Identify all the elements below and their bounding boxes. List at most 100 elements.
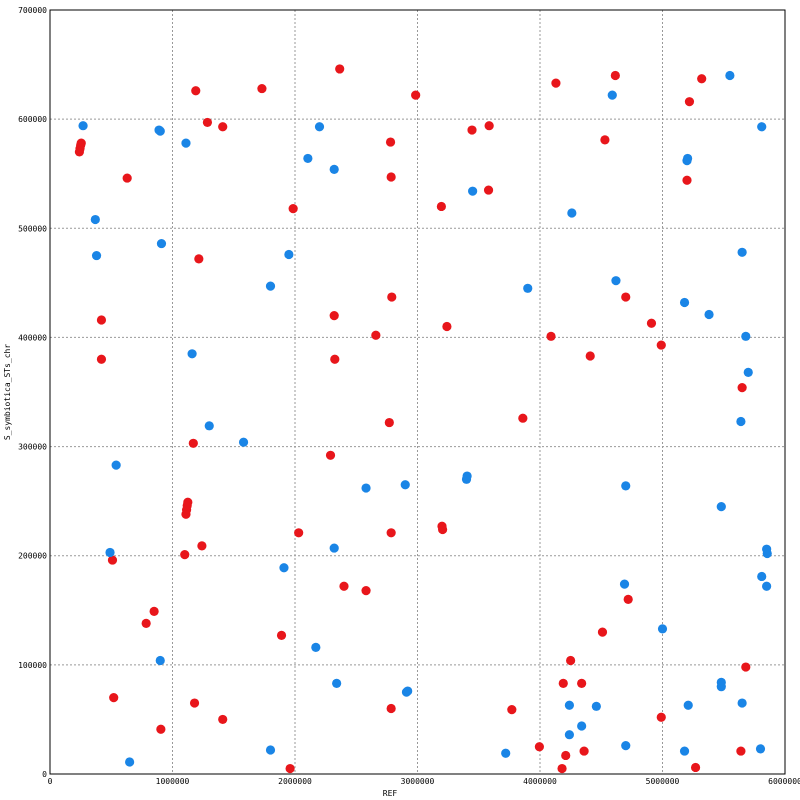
data-point	[646, 318, 657, 328]
data-point	[484, 121, 494, 131]
data-point	[311, 642, 321, 652]
y-tick-label: 300000	[18, 443, 47, 452]
data-point	[411, 90, 421, 100]
data-point	[551, 78, 561, 88]
data-point	[371, 330, 381, 340]
data-point	[109, 693, 119, 703]
data-point	[188, 438, 198, 448]
data-point	[218, 714, 228, 725]
data-point	[204, 421, 214, 431]
data-point	[518, 413, 528, 423]
x-axis-label: REF	[383, 789, 398, 798]
data-point	[741, 662, 751, 672]
data-point	[468, 186, 478, 196]
data-point	[564, 730, 575, 740]
data-point	[462, 471, 472, 481]
data-point	[757, 122, 767, 132]
data-point	[125, 757, 135, 767]
data-point	[657, 624, 668, 634]
data-point	[386, 703, 396, 714]
data-point	[577, 721, 587, 731]
data-point	[329, 543, 339, 553]
data-point	[329, 311, 339, 321]
data-point	[314, 122, 325, 132]
data-point	[187, 349, 197, 359]
data-point	[737, 383, 747, 393]
data-point	[385, 137, 396, 147]
data-point	[591, 701, 601, 711]
data-point	[741, 331, 751, 341]
data-point	[442, 321, 452, 332]
data-point	[611, 276, 621, 286]
data-point	[737, 698, 747, 708]
data-point	[467, 125, 477, 135]
data-point	[105, 547, 115, 558]
data-point	[361, 483, 371, 493]
data-point	[597, 627, 608, 637]
data-point	[743, 367, 753, 377]
data-point	[387, 292, 397, 302]
data-point	[567, 208, 577, 218]
x-tick-label: 6000000	[768, 777, 800, 786]
data-point	[566, 655, 576, 666]
data-point	[156, 238, 167, 249]
data-point	[757, 571, 767, 582]
data-point	[96, 315, 107, 325]
x-tick-label: 2000000	[278, 777, 312, 786]
data-point	[656, 712, 666, 722]
data-point	[325, 450, 336, 460]
data-point	[436, 201, 446, 212]
data-point	[91, 250, 102, 261]
data-point	[197, 541, 207, 551]
data-point	[76, 138, 86, 148]
data-point	[684, 97, 695, 107]
data-point	[191, 86, 201, 96]
data-point	[257, 83, 267, 94]
data-point	[189, 698, 200, 708]
data-point	[183, 497, 193, 507]
data-point	[335, 64, 345, 74]
data-point	[621, 292, 631, 302]
y-tick-label: 400000	[18, 333, 47, 342]
data-point	[656, 340, 666, 350]
data-point	[534, 742, 544, 752]
data-point	[679, 746, 690, 756]
data-point	[736, 416, 746, 427]
y-tick-label: 500000	[18, 224, 47, 233]
data-point	[577, 678, 587, 689]
data-point	[265, 281, 276, 291]
data-point	[384, 417, 394, 428]
data-point	[78, 121, 88, 131]
data-point	[218, 122, 228, 132]
data-point	[523, 283, 533, 293]
data-point	[704, 309, 714, 320]
data-point	[90, 214, 100, 225]
data-point	[386, 528, 396, 538]
y-tick-label: 200000	[18, 552, 47, 561]
data-point	[755, 744, 766, 754]
x-tick-label: 3000000	[401, 777, 435, 786]
data-point	[96, 354, 107, 364]
data-point	[564, 700, 575, 710]
data-point	[623, 594, 633, 604]
data-point	[180, 550, 190, 560]
data-point	[683, 700, 693, 710]
data-point	[400, 480, 410, 490]
y-tick-label: 700000	[18, 6, 47, 15]
data-point	[679, 297, 690, 308]
data-point	[122, 173, 132, 183]
plot-frame	[49, 9, 786, 775]
data-point	[303, 153, 313, 164]
x-tick-label: 1000000	[156, 777, 190, 786]
data-point	[284, 249, 294, 260]
data-point	[619, 579, 630, 589]
data-point	[507, 705, 517, 715]
data-point	[607, 90, 617, 100]
data-point	[330, 354, 340, 364]
data-point	[329, 164, 339, 174]
y-tick-label: 0	[42, 770, 47, 779]
data-points	[74, 64, 772, 774]
data-point	[361, 586, 371, 596]
data-point	[181, 138, 191, 148]
data-point	[202, 117, 213, 128]
